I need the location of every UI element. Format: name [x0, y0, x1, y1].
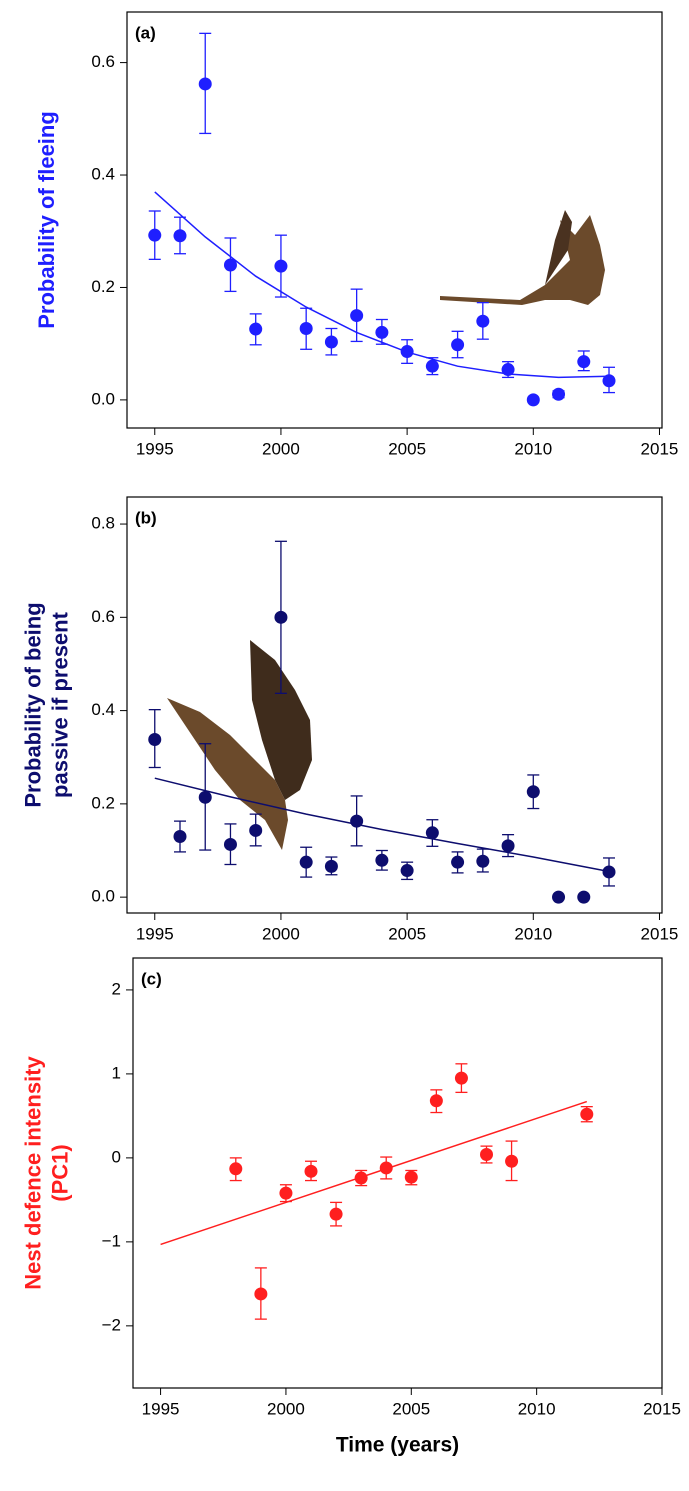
- data-point: [375, 326, 388, 339]
- y-tick-label: 0.6: [91, 52, 115, 71]
- y-tick-label: 0.6: [91, 607, 115, 626]
- data-point: [305, 1165, 318, 1178]
- x-tick-label: 1995: [136, 924, 174, 943]
- data-point: [229, 1162, 242, 1175]
- x-tick-label: 1995: [142, 1399, 180, 1418]
- data-point: [173, 830, 186, 843]
- page: {"chart_data": [ {"type": "scatter", "pa…: [0, 0, 689, 1491]
- x-tick-label: 2015: [641, 439, 679, 458]
- data-point: [148, 733, 161, 746]
- panel-label: (b): [135, 508, 157, 527]
- fit-line: [161, 1102, 587, 1245]
- data-point: [224, 838, 237, 851]
- y-tick-label: 0.0: [91, 887, 115, 906]
- data-point: [451, 338, 464, 351]
- fit-line: [155, 192, 609, 378]
- data-point: [224, 258, 237, 271]
- y-tick-label: 0.2: [91, 793, 115, 812]
- panel: (c) 1995 2000 2005 2010 2015 −2 −1 0 1 2 Nest defen…: [20, 958, 681, 1457]
- y-axis-label: Probability of being: [20, 602, 45, 807]
- data-point: [274, 260, 287, 273]
- data-point: [279, 1187, 292, 1200]
- data-point: [380, 1161, 393, 1174]
- data-point: [173, 229, 186, 242]
- data-point: [405, 1171, 418, 1184]
- data-point: [480, 1148, 493, 1161]
- data-point: [300, 856, 313, 869]
- data-point: [350, 309, 363, 322]
- figure: (a) 1995 2000 2005 2010 2015 0.0 0.2 0.4 0.6 Proba…: [0, 0, 689, 1491]
- data-point: [577, 355, 590, 368]
- data-point: [401, 345, 414, 358]
- data-point: [401, 864, 414, 877]
- data-point: [325, 335, 338, 348]
- data-point: [451, 856, 464, 869]
- y-axis-label: Probability of fleeing: [34, 111, 59, 329]
- data-point: [603, 865, 616, 878]
- data-point: [350, 815, 363, 828]
- x-tick-label: 2000: [262, 439, 300, 458]
- x-tick-label: 2005: [392, 1399, 430, 1418]
- data-point: [199, 791, 212, 804]
- data-point: [552, 891, 565, 904]
- x-tick-label: 2015: [641, 924, 679, 943]
- data-point: [249, 824, 262, 837]
- data-point: [325, 860, 338, 873]
- plot-frame: [133, 958, 662, 1388]
- y-tick-label: 0.4: [91, 165, 115, 184]
- y-tick-label: 0.2: [91, 277, 115, 296]
- x-tick-label: 2010: [514, 439, 552, 458]
- y-tick-label: 2: [112, 979, 121, 998]
- x-axis-label: Time (years): [336, 1434, 459, 1457]
- data-point: [249, 323, 262, 336]
- y-tick-label: 0.0: [91, 389, 115, 408]
- data-point: [527, 393, 540, 406]
- data-point: [355, 1172, 368, 1185]
- bird-illustration: [440, 210, 605, 305]
- data-point: [426, 826, 439, 839]
- data-point: [603, 374, 616, 387]
- x-tick-label: 2010: [514, 924, 552, 943]
- y-axis-label: Nest defence intensity: [20, 1055, 45, 1289]
- data-point: [505, 1155, 518, 1168]
- data-point: [476, 315, 489, 328]
- data-point: [274, 611, 287, 624]
- data-point: [502, 363, 515, 376]
- data-point: [476, 855, 489, 868]
- data-point: [375, 854, 388, 867]
- data-point: [430, 1094, 443, 1107]
- x-tick-label: 2000: [267, 1399, 305, 1418]
- y-tick-label: 0.8: [91, 514, 115, 533]
- data-point: [502, 839, 515, 852]
- y-tick-label: −1: [102, 1231, 121, 1250]
- data-point: [580, 1108, 593, 1121]
- data-point: [330, 1208, 343, 1221]
- panel-label: (c): [141, 969, 162, 988]
- x-tick-label: 2010: [518, 1399, 556, 1418]
- y-axis-label: (PC1): [47, 1144, 72, 1201]
- bird-illustration: [167, 640, 312, 850]
- data-point: [552, 388, 565, 401]
- data-point: [455, 1072, 468, 1085]
- y-axis-label: passive if present: [47, 611, 72, 798]
- panel-label: (a): [135, 23, 156, 42]
- x-tick-label: 1995: [136, 439, 174, 458]
- x-tick-label: 2000: [262, 924, 300, 943]
- y-tick-label: 0: [112, 1147, 121, 1166]
- data-point: [199, 77, 212, 90]
- y-tick-label: −2: [102, 1315, 121, 1334]
- panel: (b) 1995 2000 2005 2010 2015 0.0 0.2 0.4 0.6 0.8 Pr…: [20, 497, 678, 943]
- x-tick-label: 2005: [388, 439, 426, 458]
- x-tick-label: 2015: [643, 1399, 681, 1418]
- data-point: [426, 360, 439, 373]
- data-point: [254, 1287, 267, 1300]
- x-tick-label: 2005: [388, 924, 426, 943]
- data-point: [148, 229, 161, 242]
- data-point: [527, 785, 540, 798]
- y-tick-label: 1: [112, 1063, 121, 1082]
- data-point: [577, 891, 590, 904]
- y-tick-label: 0.4: [91, 700, 115, 719]
- data-point: [300, 322, 313, 335]
